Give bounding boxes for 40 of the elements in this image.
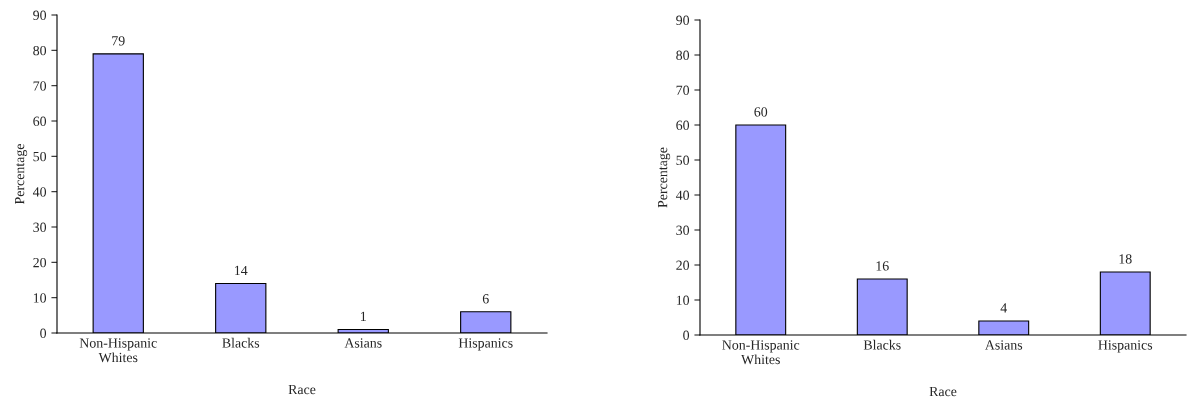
x-tick-label: Non-Hispanic Whites: [722, 340, 800, 365]
y-axis-title: Percentage: [15, 144, 28, 205]
y-tick-label: 90: [33, 10, 47, 20]
y-axis-title: Percentage: [658, 147, 671, 208]
data-label: 79: [112, 36, 125, 46]
x-axis-title: Race: [288, 384, 316, 395]
y-tick-label: 80: [33, 45, 47, 56]
x-tick-label: Asians: [984, 340, 1023, 350]
data-label: 6: [482, 294, 489, 304]
y-tick-label: 0: [683, 330, 690, 340]
data-label: 16: [876, 261, 889, 271]
y-tick-label: 40: [32, 187, 47, 197]
x-tick-label: Asians: [344, 338, 382, 348]
data-label: 18: [1119, 254, 1132, 264]
y-tick-label: 30: [33, 222, 47, 232]
x-tick-label: Hispanics: [1098, 340, 1153, 353]
data-label: 60: [754, 107, 768, 117]
y-tick-label: 80: [676, 50, 690, 60]
y-tick-label: 70: [676, 85, 690, 95]
y-tick-label: 10: [33, 293, 47, 303]
y-tick-label: 60: [33, 116, 47, 126]
x-tick-label: Non-Hispanic Whites: [79, 338, 157, 363]
y-tick-label: 10: [676, 295, 690, 305]
y-tick-label: 70: [33, 81, 47, 91]
x-tick-label: Hispanics: [458, 338, 513, 351]
y-tick-label: 50: [33, 151, 47, 162]
y-tick-label: 50: [676, 155, 690, 165]
y-tick-label: 30: [676, 225, 690, 235]
x-tick-label: Blacks: [863, 339, 901, 350]
y-tick-label: 90: [676, 15, 690, 25]
data-label: 1: [361, 311, 366, 321]
y-tick-label: 20: [676, 260, 690, 270]
y-tick-label: 0: [40, 328, 47, 338]
x-tick-label: Blacks: [222, 337, 260, 348]
y-tick-label: 20: [33, 257, 47, 268]
x-axis-title: Race: [929, 386, 957, 397]
y-tick-label: 60: [676, 120, 690, 130]
data-label: 4: [1000, 303, 1008, 313]
data-label: 14: [235, 265, 248, 276]
y-tick-label: 40: [675, 190, 690, 200]
